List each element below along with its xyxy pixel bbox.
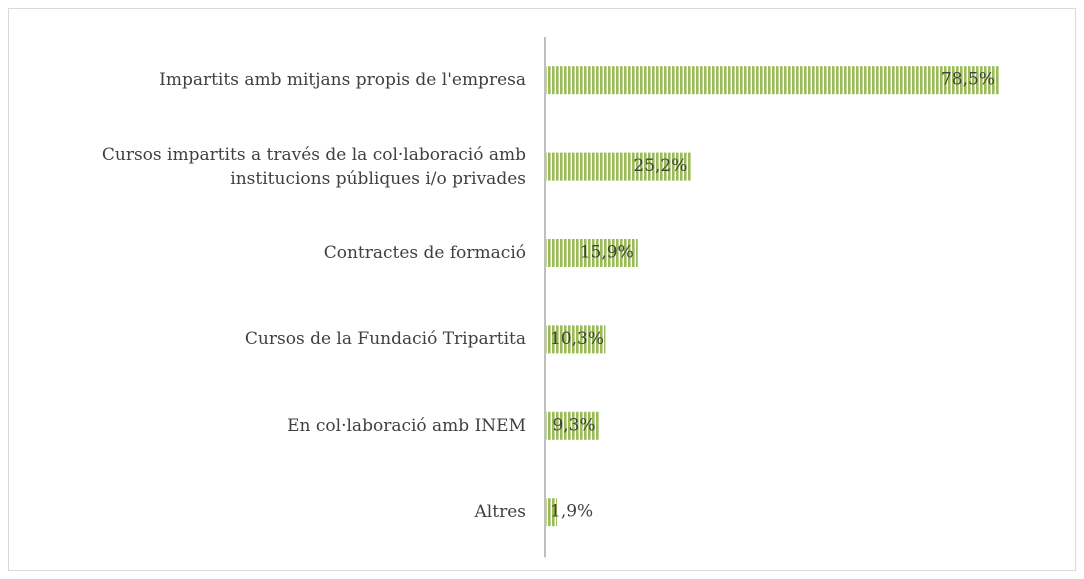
bar — [546, 152, 692, 181]
bar — [546, 411, 600, 440]
category-label: En col·laboració amb INEM — [287, 415, 526, 436]
category-label: Altres — [474, 502, 526, 523]
bar — [546, 66, 999, 95]
category-label: Contractes de formació — [323, 243, 526, 263]
data-label: 10,3% — [550, 329, 604, 349]
data-label: 9,3% — [552, 415, 595, 435]
bar — [546, 498, 557, 527]
category-label: Cursos de la Fundació Tripartita — [244, 329, 526, 350]
bar — [546, 325, 606, 354]
bar — [546, 239, 638, 267]
data-label: 25,2% — [633, 156, 687, 176]
data-label: 78,5% — [941, 70, 995, 90]
category-label: Impartits amb mitjans propis de l'empres… — [159, 70, 526, 91]
data-label: 1,9% — [550, 502, 593, 522]
category-label: Cursos impartits a través de la col·labo… — [101, 144, 526, 189]
data-label: 15,9% — [580, 243, 634, 263]
chart-border — [8, 8, 1076, 571]
